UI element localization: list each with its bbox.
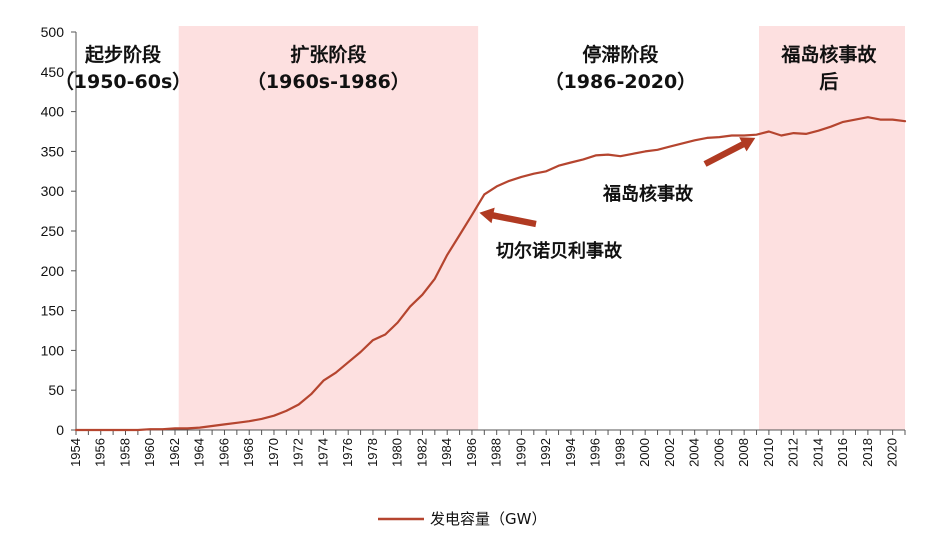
phase-label-1-line-0: 停滞阶段 xyxy=(582,43,659,66)
x-tick-label-2000: 2000 xyxy=(637,438,652,467)
phase-label-3-line-1: 后 xyxy=(819,71,838,93)
x-tick-label-2016: 2016 xyxy=(835,438,850,467)
y-tick-label-0: 0 xyxy=(56,422,64,438)
x-tick-label-1994: 1994 xyxy=(563,438,578,467)
x-tick-label-1998: 1998 xyxy=(612,438,627,467)
x-tick-label-1988: 1988 xyxy=(489,438,504,467)
x-tick-label-1972: 1972 xyxy=(291,438,306,467)
x-tick-label-1970: 1970 xyxy=(266,438,281,467)
x-tick-label-2020: 2020 xyxy=(885,438,900,467)
x-tick-label-2014: 2014 xyxy=(810,438,825,467)
y-tick-label-400: 400 xyxy=(41,104,65,120)
y-tick-label-150: 150 xyxy=(41,303,65,319)
x-tick-label-1984: 1984 xyxy=(439,438,454,467)
y-tick-label-350: 350 xyxy=(41,143,65,159)
x-tick-label-1966: 1966 xyxy=(216,438,231,467)
phase-label-1-line-1: （1986-2020） xyxy=(545,70,697,93)
phase-label-3-line-0: 福岛核事故 xyxy=(780,43,877,66)
y-tick-label-500: 500 xyxy=(41,24,65,40)
y-axis-ticks: 0 50 100 150 200 250 300 350 400 450 500 xyxy=(41,24,76,438)
x-axis-ticks: 1954 1956 1958 1960 1962 1964 1966 1968 1970 1972… xyxy=(68,430,906,467)
x-tick-label-1956: 1956 xyxy=(93,438,108,467)
series-lines xyxy=(74,116,907,432)
x-tick-label-1968: 1968 xyxy=(241,438,256,467)
annotation-label-1: 福岛核事故 xyxy=(602,183,694,205)
y-tick-label-300: 300 xyxy=(41,183,65,199)
annotation-label-0: 切尔诺贝利事故 xyxy=(496,240,623,262)
annotations: 切尔诺贝利事故 福岛核事故 xyxy=(479,137,756,262)
series-line-0 xyxy=(74,116,907,432)
x-tick-label-1974: 1974 xyxy=(315,438,330,467)
x-tick-label-2010: 2010 xyxy=(761,438,776,467)
phase-label-2-line-1: （1960s-1986） xyxy=(247,70,410,93)
x-tick-label-1978: 1978 xyxy=(365,438,380,467)
x-tick-label-1986: 1986 xyxy=(464,438,479,467)
x-tick-label-1992: 1992 xyxy=(538,438,553,467)
x-tick-label-1982: 1982 xyxy=(414,438,429,467)
y-tick-label-100: 100 xyxy=(41,342,65,358)
legend-label: 发电容量（GW） xyxy=(430,510,546,528)
x-tick-label-1954: 1954 xyxy=(68,438,83,467)
x-tick-label-2004: 2004 xyxy=(687,438,702,467)
x-tick-label-1964: 1964 xyxy=(192,438,207,467)
x-tick-label-2002: 2002 xyxy=(662,438,677,467)
x-tick-label-1996: 1996 xyxy=(588,438,603,467)
x-tick-label-2012: 2012 xyxy=(786,438,801,467)
phase-labels: 起步阶段 （1950-60s） 停滞阶段 （1986-2020） 扩张阶段 （1960s-… xyxy=(55,43,878,93)
y-tick-label-50: 50 xyxy=(48,382,64,398)
x-tick-label-1958: 1958 xyxy=(117,438,132,467)
x-tick-label-1990: 1990 xyxy=(513,438,528,467)
x-tick-label-1960: 1960 xyxy=(142,438,157,467)
y-tick-label-200: 200 xyxy=(41,263,65,279)
phase-label-0-line-0: 起步阶段 xyxy=(84,43,162,66)
x-tick-label-2006: 2006 xyxy=(711,438,726,467)
x-tick-label-2018: 2018 xyxy=(860,438,875,467)
annotation-arrow-1 xyxy=(703,137,756,167)
y-tick-label-450: 450 xyxy=(41,64,65,80)
phase-label-0-line-1: （1950-60s） xyxy=(55,70,192,93)
x-tick-label-1962: 1962 xyxy=(167,438,182,467)
x-tick-label-1976: 1976 xyxy=(340,438,355,467)
phase-shade-0 xyxy=(178,26,479,430)
phase-shade-1 xyxy=(758,26,905,430)
legend: 发电容量（GW） xyxy=(378,510,546,528)
y-tick-label-250: 250 xyxy=(41,223,65,239)
x-tick-label-2008: 2008 xyxy=(736,438,751,467)
phase-label-2-line-0: 扩张阶段 xyxy=(290,43,367,66)
x-tick-label-1980: 1980 xyxy=(390,438,405,467)
phase-shades xyxy=(178,26,905,430)
annotation-arrow-0 xyxy=(479,207,537,228)
